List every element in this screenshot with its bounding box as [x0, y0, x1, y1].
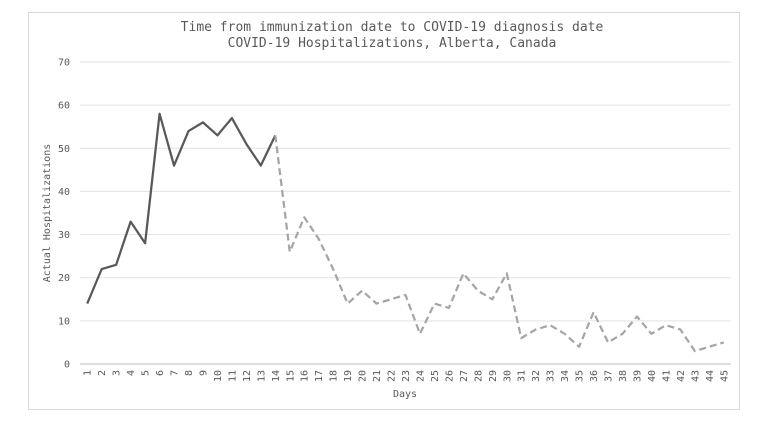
x-tick-label: 43 [690, 370, 701, 382]
x-tick-label: 41 [661, 370, 672, 382]
x-tick-label: 17 [314, 370, 325, 382]
x-tick-label: 31 [517, 370, 528, 382]
x-tick-label: 23 [401, 370, 412, 382]
x-tick-label: 13 [256, 370, 267, 382]
y-tick-label: 60 [58, 101, 70, 112]
x-tick-label: 14 [271, 370, 282, 382]
chart-subtitle: COVID-19 Hospitalizations, Alberta, Cana… [228, 36, 557, 51]
x-tick-label: 37 [604, 370, 615, 382]
x-tick-label: 45 [719, 370, 730, 382]
x-tick-label: 10 [213, 370, 224, 382]
x-tick-label: 21 [372, 370, 383, 382]
x-tick-label: 2 [97, 370, 108, 376]
x-tick-label: 19 [343, 370, 354, 382]
series-lines [86, 112, 725, 353]
x-tick-labels: 1 2 3 4 5 6 7 8 9 10 11 12 13 14 15 16 17 18 19 20 21 22 23 24 2… [83, 370, 731, 382]
y-tick-label: 20 [58, 273, 70, 284]
y-tick-label: 30 [58, 230, 70, 241]
x-tick-label: 44 [705, 370, 716, 382]
y-axis-label: Actual Hospitalizations [42, 144, 53, 282]
x-tick-label: 38 [618, 370, 629, 382]
x-tick-label: 1 [83, 370, 94, 376]
x-tick-label: 39 [632, 370, 643, 382]
chart-title: Time from immunization date to COVID-19 … [181, 20, 604, 35]
x-tick-label: 28 [473, 370, 484, 382]
y-tick-labels: 0 10 20 30 40 50 60 70 [58, 58, 70, 371]
x-tick-label: 42 [676, 370, 687, 382]
x-tick-label: 29 [488, 370, 499, 382]
x-tick-label: 11 [227, 370, 238, 382]
x-tick-label: 22 [387, 370, 398, 382]
y-tick-label: 0 [64, 360, 70, 371]
gridlines [80, 61, 731, 365]
x-tick-label: 40 [647, 370, 658, 382]
x-tick-label: 34 [560, 370, 571, 382]
chart-frame [28, 12, 740, 410]
x-axis-label: Days [393, 389, 417, 400]
x-tick-label: 9 [198, 370, 209, 376]
x-tick-label: 5 [141, 370, 152, 376]
x-tick-label: 7 [170, 370, 181, 376]
x-tick-label: 12 [242, 370, 253, 382]
y-tick-label: 70 [58, 58, 70, 69]
y-tick-label: 10 [58, 316, 70, 327]
x-tick-label: 36 [589, 370, 600, 382]
y-tick-label: 40 [58, 187, 70, 198]
x-tick-label: 3 [112, 370, 123, 376]
x-tick-label: 16 [300, 370, 311, 382]
x-tick-label: 20 [358, 370, 369, 382]
x-tick-label: 24 [415, 370, 426, 382]
x-tick-label: 32 [531, 370, 542, 382]
x-tick-label: 6 [155, 370, 166, 376]
series-line-solid [86, 112, 277, 305]
y-tick-label: 50 [58, 144, 70, 155]
x-tick-label: 18 [329, 370, 340, 382]
x-tick-label: 25 [430, 370, 441, 382]
x-tick-label: 8 [184, 370, 195, 376]
x-tick-label: 4 [126, 370, 137, 376]
x-tick-label: 15 [285, 370, 296, 382]
x-tick-label: 35 [575, 370, 586, 382]
x-tick-label: 27 [459, 370, 470, 382]
x-tick-label: 26 [444, 370, 455, 382]
series-line-dashed [274, 135, 725, 353]
x-tick-label: 33 [546, 370, 557, 382]
x-tick-label: 30 [502, 370, 513, 382]
